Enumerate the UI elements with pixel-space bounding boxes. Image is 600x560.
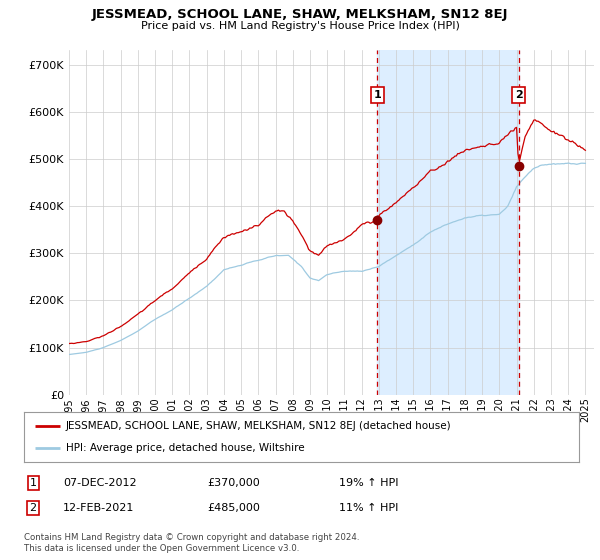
Text: £485,000: £485,000 (207, 503, 260, 513)
Text: JESSMEAD, SCHOOL LANE, SHAW, MELKSHAM, SN12 8EJ (detached house): JESSMEAD, SCHOOL LANE, SHAW, MELKSHAM, S… (65, 421, 451, 431)
Text: 19% ↑ HPI: 19% ↑ HPI (339, 478, 398, 488)
Text: Price paid vs. HM Land Registry's House Price Index (HPI): Price paid vs. HM Land Registry's House … (140, 21, 460, 31)
Text: £370,000: £370,000 (207, 478, 260, 488)
Bar (377, 50, 518, 395)
Text: 11% ↑ HPI: 11% ↑ HPI (339, 503, 398, 513)
Text: 1: 1 (374, 90, 382, 100)
Text: JESSMEAD, SCHOOL LANE, SHAW, MELKSHAM, SN12 8EJ: JESSMEAD, SCHOOL LANE, SHAW, MELKSHAM, S… (92, 8, 508, 21)
Text: 12-FEB-2021: 12-FEB-2021 (63, 503, 134, 513)
Text: 1: 1 (29, 478, 37, 488)
Text: HPI: Average price, detached house, Wiltshire: HPI: Average price, detached house, Wilt… (65, 443, 304, 453)
Text: 2: 2 (515, 90, 523, 100)
Text: Contains HM Land Registry data © Crown copyright and database right 2024.
This d: Contains HM Land Registry data © Crown c… (24, 533, 359, 553)
Text: 2: 2 (29, 503, 37, 513)
Text: 07-DEC-2012: 07-DEC-2012 (63, 478, 137, 488)
